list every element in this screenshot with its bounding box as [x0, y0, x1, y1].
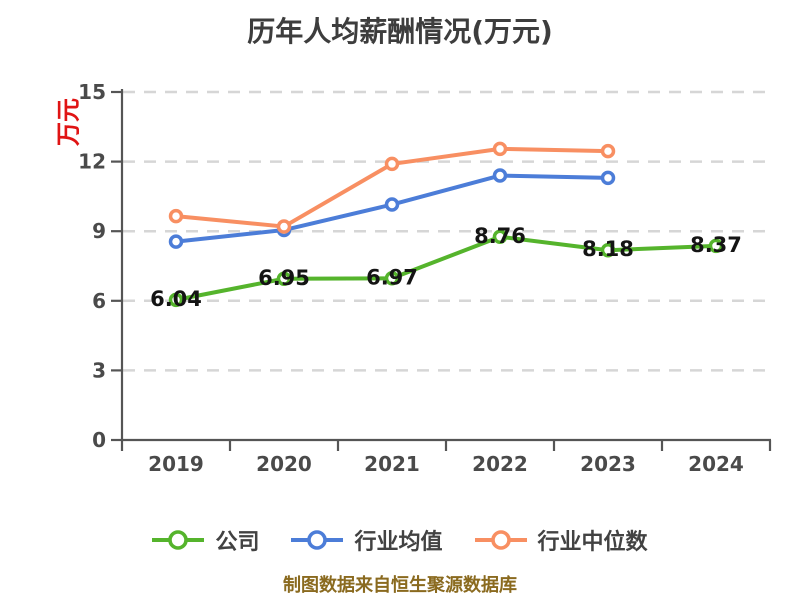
legend-label: 公司	[215, 530, 260, 555]
series-industry-median	[168, 141, 616, 234]
y-tick-label: 3	[92, 358, 106, 382]
x-tick-label: 2019	[148, 452, 204, 476]
series-company-marker	[168, 292, 184, 308]
legend-circle	[168, 530, 189, 550]
x-tick-label: 2023	[580, 452, 636, 476]
legend-item-industry-average[interactable]: 行业均值	[291, 524, 443, 556]
series-industry-median-marker	[276, 219, 292, 234]
y-tick-label: 0	[92, 428, 106, 452]
data-label: 8.37	[690, 233, 742, 257]
series-company-marker	[600, 242, 616, 258]
series-industry-average	[168, 168, 616, 249]
data-source-note: 制图数据来自恒生聚源数据库	[283, 575, 517, 596]
y-tick-label: 9	[92, 219, 106, 243]
legend: 公司 行业均值 行业中位数	[0, 524, 800, 556]
legend-label: 行业中位数	[537, 530, 648, 555]
data-label: 6.04	[150, 287, 202, 311]
y-tick-label: 6	[92, 289, 106, 313]
series-industry-median-marker	[600, 143, 616, 159]
x-tick-label: 2022	[472, 452, 528, 476]
legend-marker-icon	[291, 530, 344, 550]
series-industry-median-marker	[492, 141, 508, 157]
series-company-marker	[276, 271, 292, 287]
series-company	[168, 229, 724, 308]
data-label: 6.95	[258, 266, 310, 290]
series-industry-average-marker	[492, 168, 508, 183]
data-label: 8.76	[474, 224, 526, 248]
series-industry-average-marker	[600, 170, 616, 186]
series-industry-median-marker	[384, 156, 400, 172]
data-label: 6.97	[366, 265, 418, 289]
series-industry-average-marker	[168, 234, 184, 249]
series-industry-median-marker	[168, 208, 184, 224]
y-tick-label: 15	[78, 80, 106, 104]
legend-marker-icon	[152, 530, 205, 550]
legend-circle	[307, 530, 328, 550]
series-industry-average-marker	[384, 197, 400, 212]
data-label: 8.18	[582, 237, 634, 261]
y-tick-label: 12	[78, 150, 106, 174]
legend-marker-icon	[474, 530, 527, 550]
legend-item-company[interactable]: 公司	[152, 524, 259, 556]
chart-title: 历年人均薪酬情况(万元)	[247, 15, 553, 48]
x-tick-label: 2021	[364, 452, 420, 476]
legend-item-industry-median[interactable]: 行业中位数	[474, 524, 648, 556]
legend-circle	[490, 530, 511, 550]
series-company-line	[174, 234, 718, 302]
series-company-marker	[708, 238, 724, 254]
series-company-marker	[384, 271, 400, 286]
series-company-marker	[492, 229, 508, 245]
x-tick-label: 2020	[256, 452, 312, 476]
x-tick-label: 2024	[688, 452, 744, 476]
legend-label: 行业均值	[354, 530, 443, 555]
